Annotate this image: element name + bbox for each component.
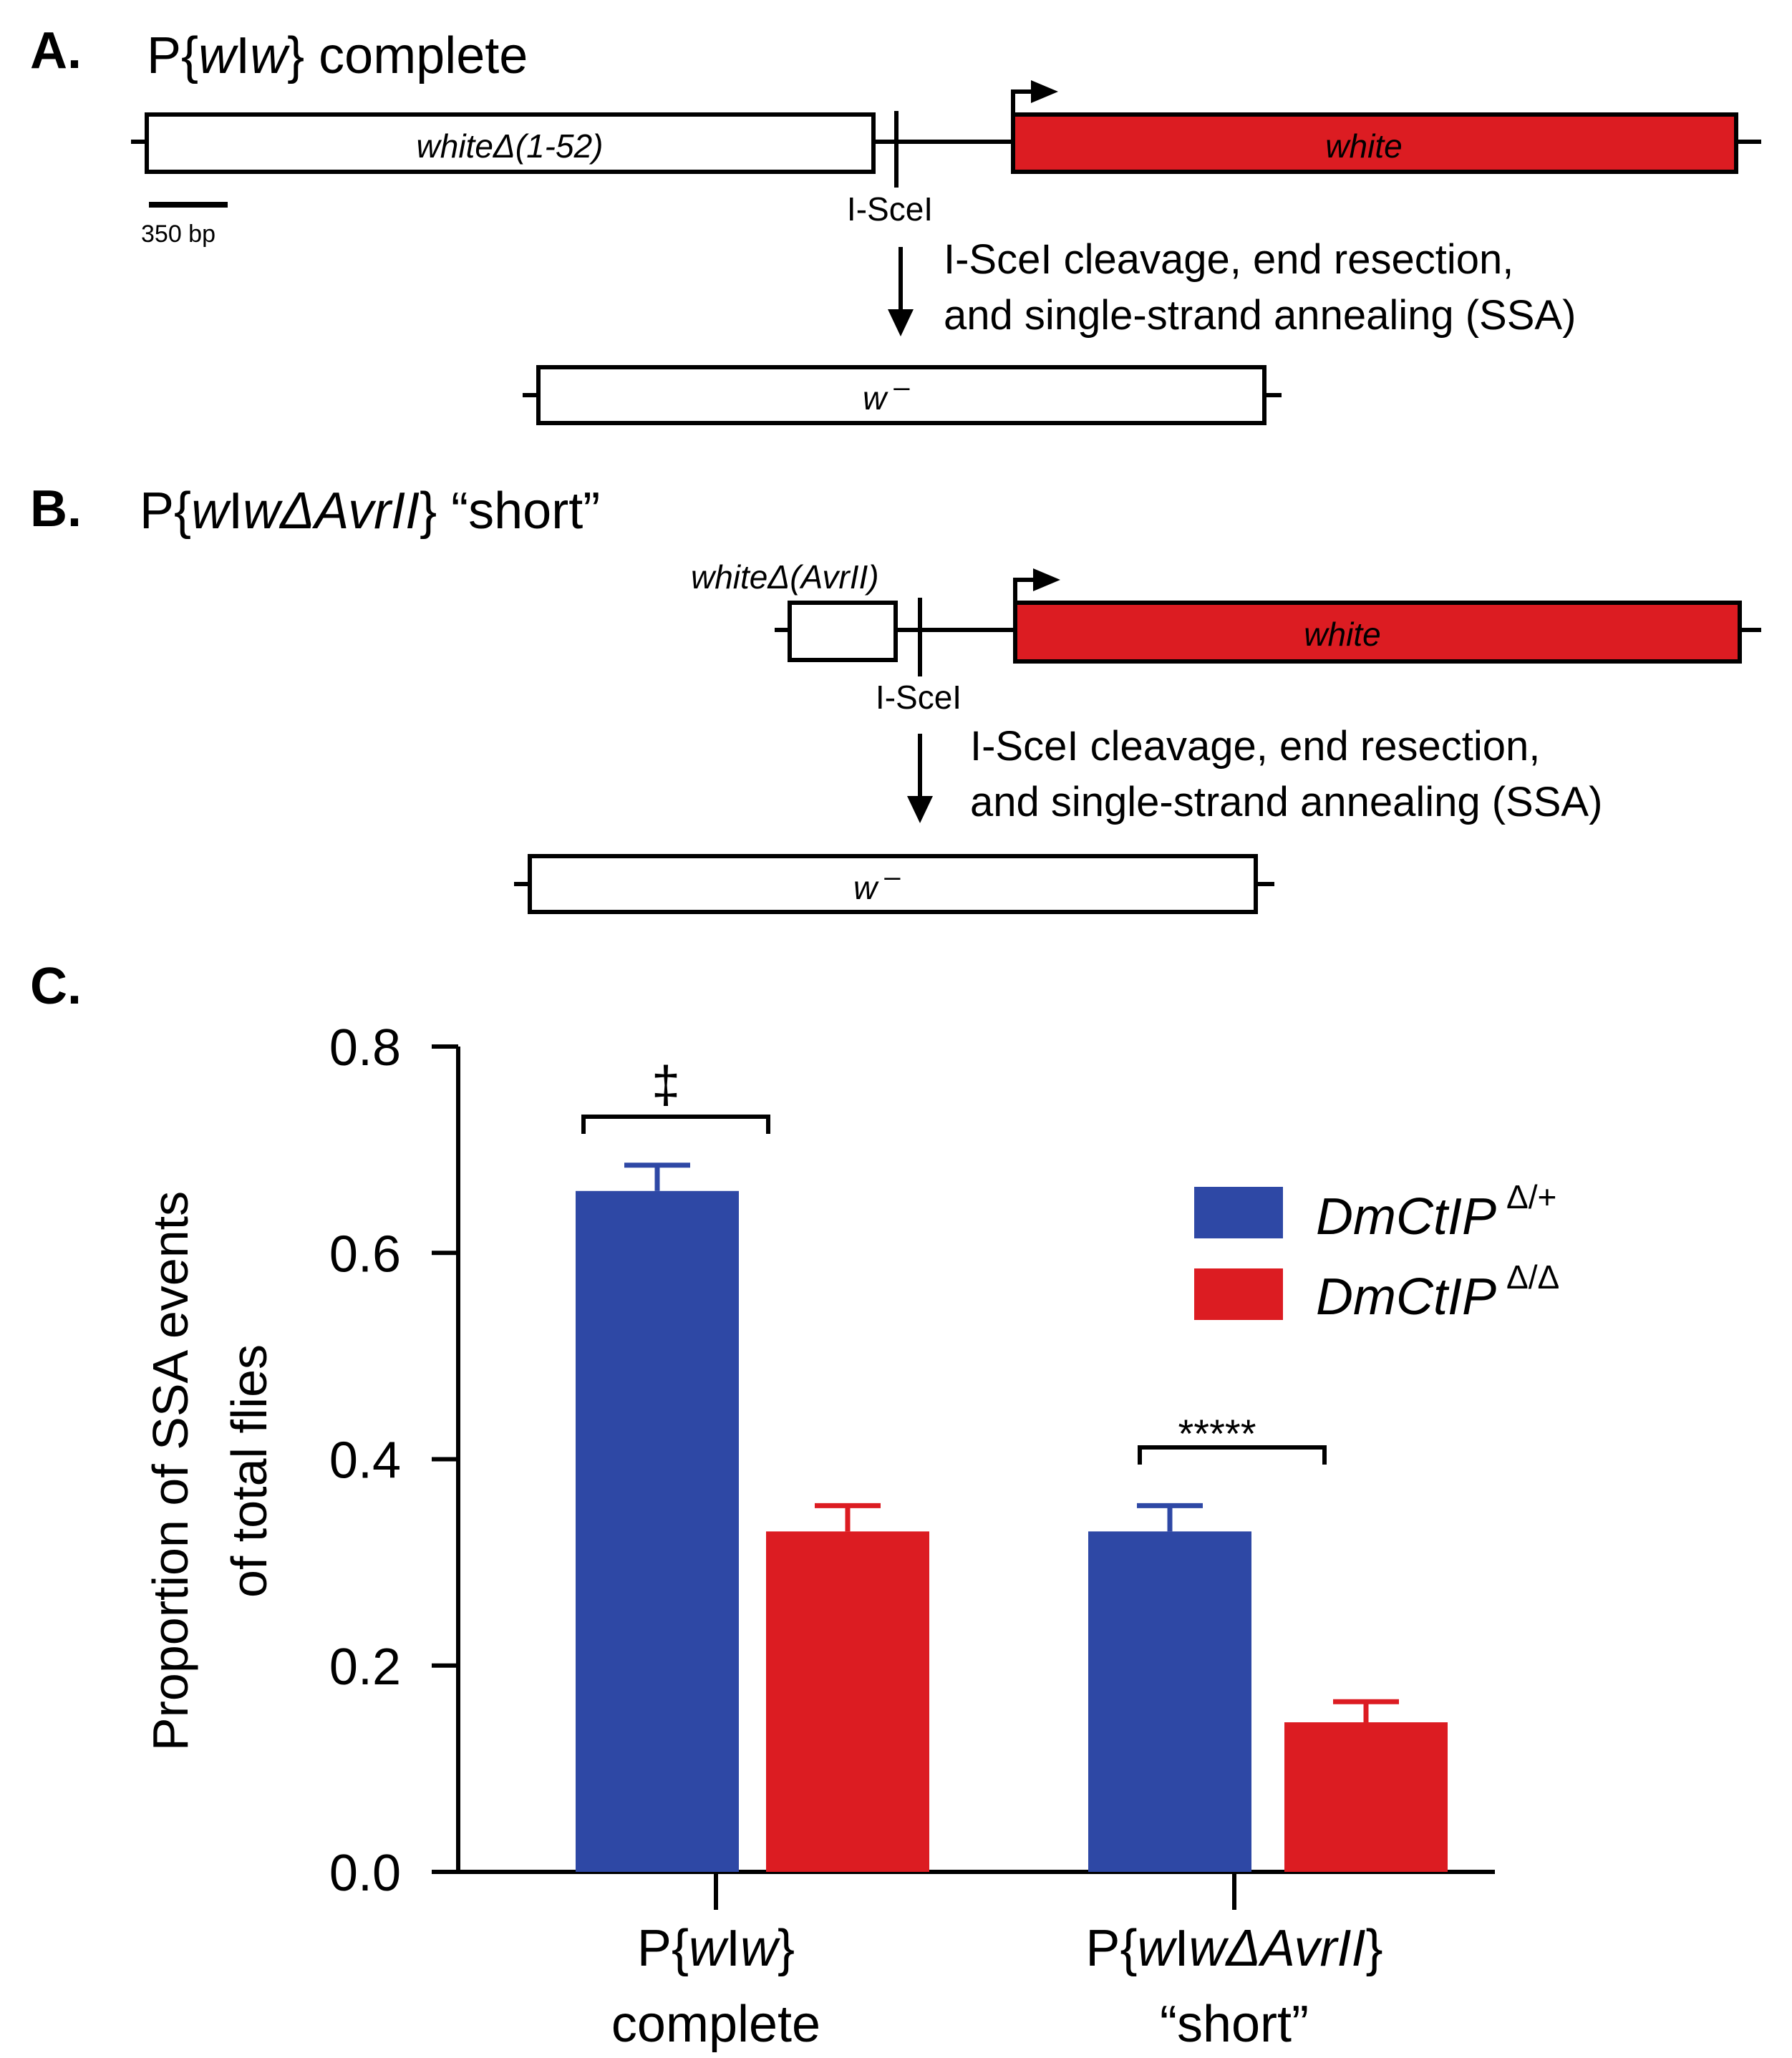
legend-swatch-1 (1194, 1187, 1283, 1238)
panel-a-step-line2: and single-strand annealing (SSA) (944, 292, 1576, 339)
panel-b-gene-right (1013, 601, 1742, 664)
category-label-1-line1: P{wIw} (637, 1920, 795, 1977)
panel-a-letter: A. (30, 22, 82, 79)
panel-a-title: P{wIw} complete (147, 27, 528, 84)
y-tick-label: 0.8 (329, 1019, 401, 1077)
panel-a-gene-left (145, 112, 876, 174)
bar-heterozygous-2 (1088, 1531, 1251, 1872)
significance-bracket-1 (581, 1115, 770, 1134)
panel-a-product-label: w – (863, 372, 910, 417)
panel-b-step-line2: and single-strand annealing (SSA) (970, 779, 1602, 825)
significance-label-1: ‡ (652, 1057, 680, 1114)
panel-b-title: P{wIwΔAvrII} “short” (140, 482, 600, 540)
panel-c-letter: C. (30, 958, 82, 1015)
panel-a: A. P{wIw} complete whiteΔ(1-52) I-SceI w… (30, 22, 1761, 425)
significance-bracket-2 (1138, 1445, 1327, 1465)
panel-a-promoter-arrow (1011, 89, 1035, 115)
panel-a-gene-right (1011, 112, 1738, 174)
bars (576, 1163, 1448, 1872)
legend: DmCtIP Δ/+ DmCtIP Δ/Δ (1194, 1178, 1559, 1326)
panel-b-gene-left-label: whiteΔ(AvrII) (691, 558, 879, 596)
panel-b-gene-right-label: white (1304, 616, 1380, 653)
panel-b-site-label: I-SceI (876, 679, 962, 716)
legend-label-2: DmCtIP Δ/Δ (1316, 1258, 1559, 1326)
category-label-2-line1: P{wIwΔAvrII} (1085, 1920, 1382, 1977)
panel-a-promoter-arrowhead (1031, 80, 1058, 103)
y-axis-label-line2: of total flies (221, 1344, 277, 1598)
x-ticks (714, 1872, 1236, 1910)
y-axis-label: Proportion of SSA events of total flies (142, 1191, 277, 1751)
significance-label-2: ***** (1178, 1411, 1256, 1456)
panel-b-gene-left (788, 601, 898, 662)
bar-homozygous-2 (1284, 1722, 1448, 1872)
bar-homozygous-1 (766, 1531, 929, 1872)
panel-b-letter: B. (30, 480, 82, 538)
legend-swatch-2 (1194, 1268, 1283, 1320)
panel-b-step-line1: I-SceI cleavage, end resection, (970, 723, 1540, 770)
y-tick-label: 0.6 (329, 1225, 401, 1283)
panel-a-gene-left-label: whiteΔ(1-52) (417, 127, 604, 165)
panel-b-process-arrowhead (907, 796, 933, 823)
panel-b: B. P{wIwΔAvrII} “short” whiteΔ(AvrII) I-… (30, 480, 1761, 914)
panel-b-product-label: w – (853, 861, 901, 906)
legend-label-1: DmCtIP Δ/+ (1316, 1178, 1556, 1246)
panel-b-promoter-arrow (1013, 578, 1037, 603)
panel-a-product-box (536, 365, 1266, 425)
panel-a-scale-bar-label: 350 bp (141, 220, 215, 248)
panel-a-site-label: I-SceI (847, 190, 933, 228)
y-tick-label: 0.4 (329, 1432, 401, 1490)
y-axis-label-line1: Proportion of SSA events (142, 1191, 198, 1751)
bar-heterozygous-1 (576, 1190, 739, 1872)
panel-a-gene-right-label: white (1325, 127, 1402, 165)
panel-b-promoter-arrowhead (1033, 568, 1060, 591)
panel-b-product-box (528, 854, 1258, 914)
category-label-1-line2: complete (611, 1996, 820, 2053)
panel-a-step-line1: I-SceI cleavage, end resection, (944, 236, 1513, 283)
y-tick-label: 0.2 (329, 1639, 401, 1696)
category-label-2-line2: “short” (1160, 1996, 1309, 2053)
y-ticks: 0.0 0.2 0.4 0.6 0.8 (329, 1019, 458, 1902)
y-tick-label: 0.0 (329, 1845, 401, 1902)
panel-a-process-arrowhead (888, 309, 914, 336)
panel-c: C. Proportion of SSA events of total fli… (30, 958, 1559, 2053)
